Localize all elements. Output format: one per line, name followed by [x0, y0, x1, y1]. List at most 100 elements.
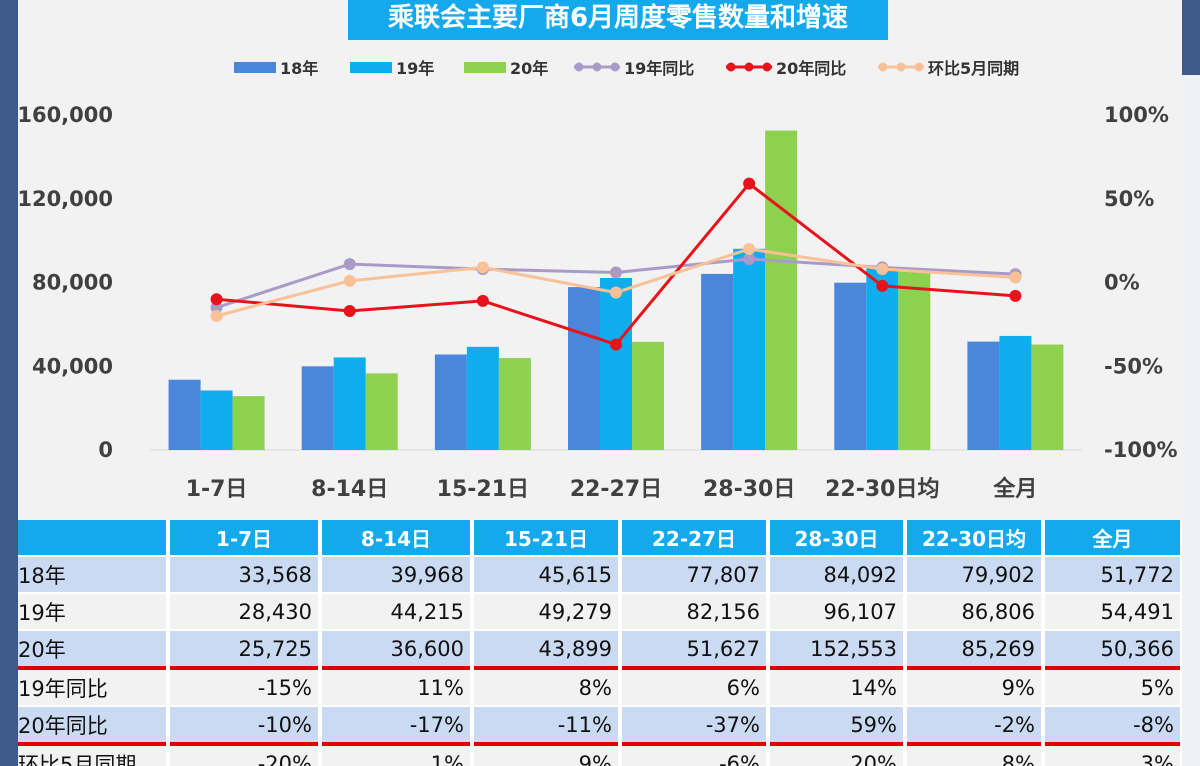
point-20年同比	[343, 304, 356, 317]
table-cell: 44,215	[320, 592, 474, 630]
table-cell: 45,615	[472, 555, 622, 593]
point-环比5月同期	[743, 243, 756, 255]
point-环比5月同期	[210, 310, 223, 322]
bar-18年	[434, 354, 467, 450]
point-环比5月同期	[610, 286, 622, 299]
report-canvas: 乘联会主要厂商6月周度零售数量和增速 18年 19年 20年 19年同比	[18, 0, 1182, 766]
legend-label: 环比5月同期	[928, 59, 1020, 78]
table-row: 18年 33,568 39,968 45,615 77,807 84,092 7…	[18, 555, 1182, 593]
legend-label: 20年	[510, 59, 549, 78]
left-axis: 0 40,000 80,000 120,000 160,000	[18, 103, 113, 462]
table-cell: 96,107	[768, 592, 907, 630]
right-edge-strip	[1182, 75, 1200, 766]
table-cell: 9%	[905, 666, 1045, 706]
legend-label: 20年同比	[776, 59, 847, 78]
table-cell: -20%	[168, 742, 322, 766]
x-tick-label: 28-30日	[703, 477, 795, 502]
y-right-tick-label: 0%	[1104, 271, 1140, 295]
bar-18年	[301, 366, 334, 450]
bar-18年	[967, 341, 1000, 450]
table-cell: 50,366	[1043, 629, 1182, 668]
legend-swatch	[350, 61, 392, 73]
row-label: 环比5月同期	[18, 742, 170, 766]
table-cell: 51,772	[1043, 555, 1182, 593]
table-cell: 39,968	[320, 555, 474, 593]
table-row: 19年同比 -15% 11% 8% 6% 14% 9% 5%	[18, 666, 1182, 706]
table-header-cell: 8-14日	[320, 520, 474, 556]
x-tick-label: 15-21日	[437, 477, 529, 502]
bar-19年	[600, 277, 632, 450]
y-left-tick-label: 120,000	[18, 187, 113, 211]
legend-swatch	[234, 61, 276, 73]
table-row: 环比5月同期 -20% 1% 9% -6% 20% 8% 3%	[18, 742, 1182, 766]
x-tick-label: 全月	[992, 476, 1037, 502]
bar-18年	[568, 287, 600, 450]
table-cell: 20%	[768, 742, 907, 766]
point-19年同比	[343, 258, 356, 271]
table-cell: 9%	[472, 742, 622, 766]
table-cell: 8%	[905, 742, 1045, 766]
point-20年同比	[876, 279, 889, 292]
bar-19年	[999, 335, 1032, 450]
bar-20年	[898, 271, 931, 450]
row-label: 19年	[18, 592, 170, 630]
legend-item-mom: 环比5月同期	[876, 54, 1019, 80]
bar-18年	[834, 282, 867, 450]
combo-chart: 0 40,000 80,000 120,000 160,000 -100% -50% 0% 5…	[18, 103, 1178, 502]
table-cell: 8%	[472, 666, 622, 706]
point-20年同比	[743, 177, 756, 190]
table-cell: -11%	[472, 705, 622, 744]
bar-18年	[701, 273, 734, 450]
table-cell: -8%	[1043, 705, 1182, 744]
table-header-cell	[18, 520, 170, 556]
row-label: 18年	[18, 555, 170, 593]
table-row: 19年 28,430 44,215 49,279 82,156 96,107 8…	[18, 592, 1182, 630]
chart-legend: 18年 19年 20年 19年同比 20年同比	[18, 54, 1182, 80]
point-19年同比	[610, 266, 622, 279]
table-cell: 59%	[768, 705, 907, 744]
table-cell: 86,806	[905, 592, 1045, 630]
point-19年同比	[743, 253, 756, 266]
point-20年同比	[476, 294, 489, 307]
table-header-cell: 15-21日	[472, 520, 622, 556]
legend-item-18: 18年	[234, 54, 318, 80]
legend-item-19: 19年	[350, 54, 434, 80]
right-axis: -100% -50% 0% 50% 100%	[1104, 103, 1178, 462]
point-20年同比	[210, 293, 223, 306]
table-cell: 49,279	[472, 592, 622, 630]
table-header-cell: 1-7日	[168, 520, 322, 556]
bar-18年	[168, 379, 201, 450]
x-tick-label: 22-27日	[570, 477, 662, 502]
table-cell: 14%	[768, 666, 907, 706]
table-cell: 85,269	[905, 629, 1045, 668]
legend-item-19-yoy: 19年同比	[572, 54, 694, 80]
row-label: 20年	[18, 629, 170, 668]
table-cell: 82,156	[620, 592, 770, 630]
table-cell: 36,600	[320, 629, 474, 668]
table-cell: 6%	[620, 666, 770, 706]
y-left-tick-label: 0	[98, 438, 113, 462]
data-table: 1-7日 8-14日 15-21日 22-27日 28-30日 22-30日均 …	[18, 520, 1182, 766]
table-cell: 79,902	[905, 555, 1045, 593]
bar-19年	[466, 346, 499, 450]
table-cell: 77,807	[620, 555, 770, 593]
row-label: 19年同比	[18, 666, 170, 706]
bar-19年	[866, 268, 899, 450]
bar-20年	[365, 373, 398, 450]
table-row: 20年同比 -10% -17% -11% -37% 59% -2% -8%	[18, 705, 1182, 744]
bar-19年	[733, 248, 766, 450]
bar-19年	[333, 357, 366, 450]
legend-item-20: 20年	[464, 54, 548, 80]
table-cell: 54,491	[1043, 592, 1182, 630]
table-cell: 152,553	[768, 629, 907, 668]
point-20年同比	[1009, 289, 1022, 302]
point-环比5月同期	[343, 274, 356, 287]
bar-20年	[232, 396, 265, 450]
bar-20年	[632, 341, 664, 450]
point-环比5月同期	[1009, 271, 1022, 284]
point-20年同比	[610, 338, 622, 351]
y-right-tick-label: 50%	[1104, 187, 1154, 211]
table-cell: 5%	[1043, 666, 1182, 706]
table-cell: 33,568	[168, 555, 322, 593]
chart-title: 乘联会主要厂商6月周度零售数量和增速	[348, 0, 888, 40]
